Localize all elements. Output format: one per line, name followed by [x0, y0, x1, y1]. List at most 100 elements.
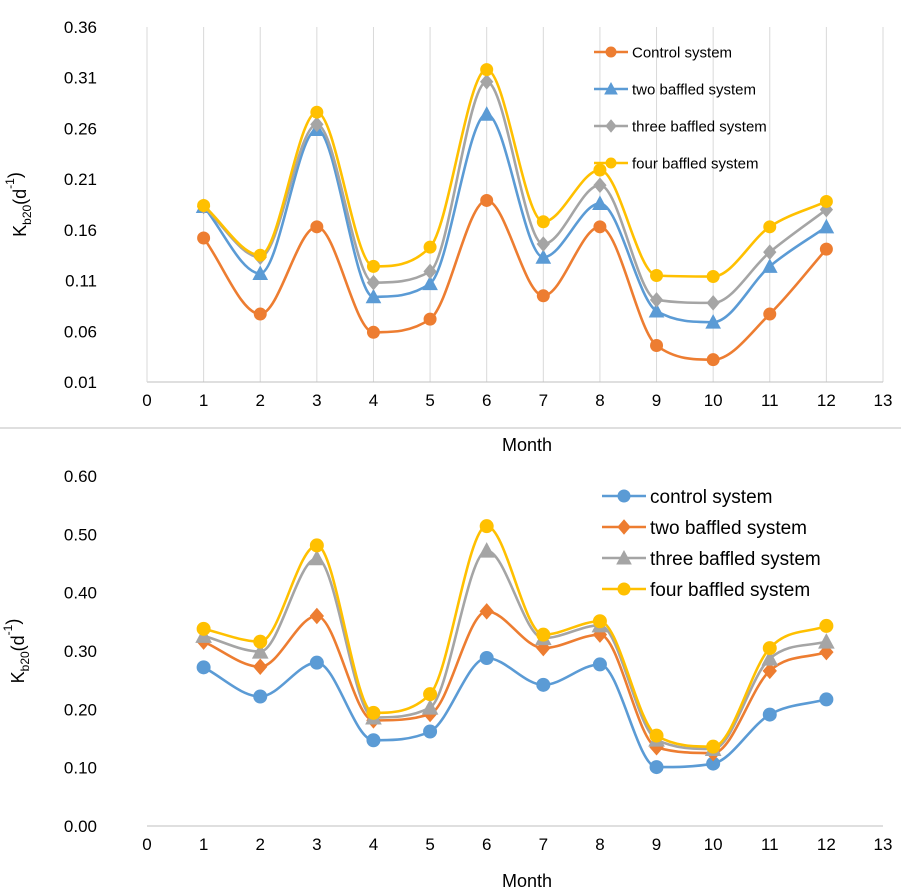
x-tick-label: 12	[817, 835, 836, 854]
legend-marker	[617, 519, 631, 535]
data-point	[706, 353, 720, 367]
data-point	[253, 634, 268, 649]
y-tick-label: 0.00	[64, 817, 97, 836]
data-point	[819, 194, 833, 208]
data-point	[763, 220, 777, 234]
data-point	[592, 657, 607, 672]
y-tick-label: 0.11	[65, 272, 97, 291]
data-point	[649, 292, 664, 308]
data-point	[536, 677, 551, 692]
data-point	[423, 263, 437, 280]
series-line	[203, 656, 827, 769]
data-point	[762, 707, 777, 722]
x-tick-label: 4	[369, 835, 378, 854]
x-tick-label: 5	[425, 391, 434, 410]
data-point	[762, 662, 777, 680]
data-point	[480, 193, 494, 207]
x-tick-label: 9	[652, 835, 661, 854]
data-point	[592, 614, 607, 629]
legend-marker	[605, 157, 617, 169]
x-tick-label: 7	[539, 835, 548, 854]
legend: control system two baffled system three ba…	[602, 487, 821, 601]
x-axis-title: Month	[502, 871, 552, 889]
data-point	[648, 302, 665, 318]
series-2	[195, 106, 835, 329]
legend-marker	[617, 582, 631, 596]
x-axis-title: Month	[502, 435, 552, 455]
legend-marker	[616, 549, 632, 565]
legend-marker	[617, 489, 631, 503]
data-point	[366, 259, 380, 273]
data-point	[649, 728, 664, 743]
data-point	[706, 270, 720, 284]
data-point	[253, 689, 268, 704]
data-point	[536, 236, 550, 252]
data-point	[705, 314, 721, 329]
data-point	[650, 269, 664, 282]
data-point	[536, 627, 551, 642]
data-point	[365, 288, 382, 304]
legend-marker	[605, 119, 617, 133]
data-point	[366, 733, 381, 748]
data-point	[308, 549, 326, 566]
data-point	[366, 325, 380, 339]
data-point	[309, 655, 324, 670]
x-tick-label: 8	[595, 835, 604, 854]
x-tick-label: 8	[595, 391, 604, 410]
y-axis-title-close: )	[3, 619, 23, 625]
data-point	[196, 621, 211, 636]
x-tick-label: 1	[199, 391, 208, 410]
data-point	[478, 542, 496, 558]
legend-marker	[604, 81, 618, 95]
x-tick-label: 4	[369, 391, 378, 410]
data-point	[253, 658, 268, 676]
y-axis-title: Kb20(d-1)	[1, 619, 32, 684]
data-point	[253, 248, 267, 262]
data-point	[592, 195, 608, 210]
y-axis-title-sup: -1	[3, 178, 17, 189]
x-tick-label: 0	[142, 391, 151, 410]
data-point	[818, 633, 835, 649]
legend-label: two baffled system	[632, 81, 756, 98]
series-3	[196, 74, 834, 311]
y-tick-label: 0.60	[64, 467, 97, 486]
series-line	[202, 80, 828, 305]
data-point	[762, 641, 777, 656]
y-axis-title-sub: b20	[20, 205, 34, 225]
data-point	[423, 724, 438, 739]
legend-marker	[605, 46, 617, 58]
y-axis-title-unit: (d	[10, 189, 30, 205]
legend-label: Control system	[632, 44, 732, 61]
data-point	[252, 265, 269, 280]
data-point	[310, 116, 324, 133]
legend-label: control system	[650, 487, 772, 508]
data-point	[479, 603, 494, 620]
y-tick-label: 0.50	[64, 525, 97, 544]
legend-label: two baffled system	[650, 518, 807, 539]
y-tick-label: 0.30	[64, 642, 97, 661]
x-tick-label: 1	[199, 835, 208, 854]
series-4	[196, 519, 834, 754]
y-axis-title-sup: -1	[1, 624, 15, 635]
x-tick-label: 10	[704, 835, 723, 854]
y-tick-label: 0.01	[64, 373, 97, 392]
data-point	[421, 699, 439, 715]
x-tick-label: 3	[312, 391, 321, 410]
legend-label: four baffled system	[632, 155, 758, 172]
series-line	[202, 199, 828, 361]
data-point	[819, 242, 833, 256]
data-point	[478, 106, 495, 121]
series-4	[197, 63, 833, 284]
data-point	[761, 258, 778, 273]
data-point	[763, 244, 777, 260]
x-tick-label: 7	[539, 391, 548, 410]
x-tick-label: 0	[142, 835, 151, 854]
y-axis-title-close: )	[5, 172, 25, 178]
data-point	[309, 607, 325, 625]
y-axis-title: Kb20(d-1)	[3, 172, 34, 237]
data-point	[479, 519, 494, 534]
x-tick-label: 13	[874, 391, 893, 410]
y-axis-title-base: K	[10, 225, 30, 237]
data-point	[819, 618, 834, 633]
